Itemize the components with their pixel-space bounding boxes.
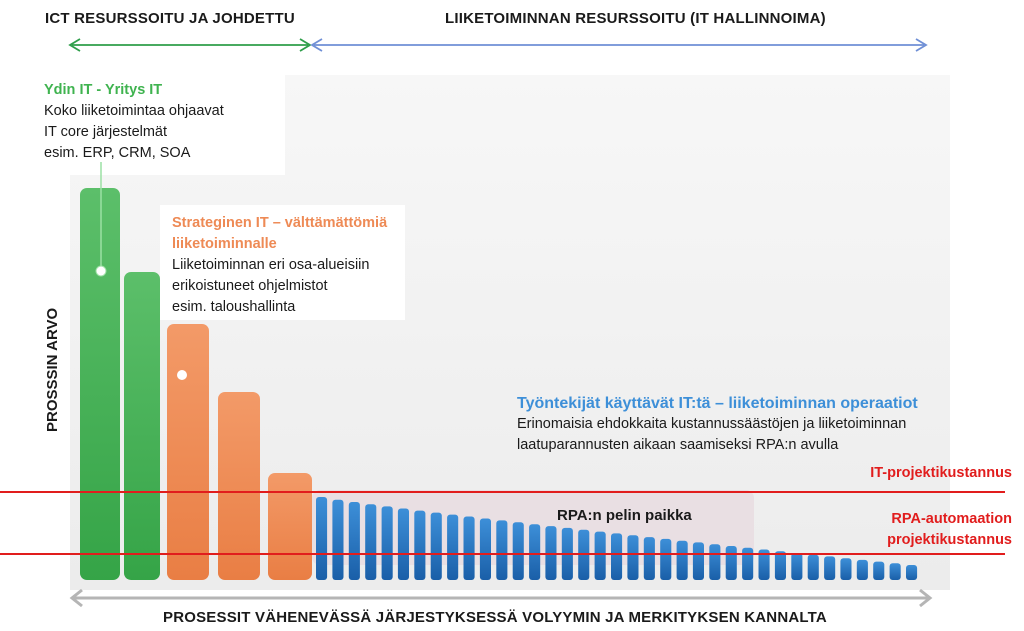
- operations-bar: [496, 520, 508, 580]
- operations-bar: [742, 547, 754, 580]
- operations-bar: [348, 502, 360, 580]
- rpa-cost-label-1: RPA-automaation: [891, 511, 1012, 527]
- rpa-cost-label: RPA-automaation projektikustannus: [887, 509, 1012, 551]
- strategic-bar-3: [268, 473, 312, 580]
- operations-title: Työntekijät käyttävät IT:tä – liiketoimi…: [517, 395, 918, 412]
- operations-bar: [627, 535, 639, 580]
- ict-arrow: [68, 38, 312, 52]
- operations-bar: [840, 558, 852, 580]
- operations-bar: [463, 516, 475, 580]
- core-it-line-1: Koko liiketoimintaa ohjaavat: [44, 103, 224, 119]
- operations-bar: [709, 544, 721, 580]
- strategic-it-title-1: Strateginen IT – välttämättömiä: [172, 215, 388, 231]
- operations-bar: [906, 565, 918, 580]
- operations-bar: [807, 554, 819, 580]
- operations-bar: [397, 508, 409, 580]
- rpa-cost-label-2: projektikustannus: [887, 532, 1012, 548]
- business-arrow: [310, 38, 928, 52]
- operations-bar: [430, 512, 442, 580]
- operations-bar: [758, 549, 770, 580]
- core-it-line-3: esim. ERP, CRM, SOA: [44, 145, 191, 161]
- operations-bar: [725, 546, 737, 580]
- operations-bar: [791, 553, 803, 580]
- operations-bar: [774, 551, 786, 580]
- header-right: LIIKETOIMINNAN RESURSSOITU (IT HALLINNOI…: [445, 10, 826, 27]
- operations-line-1: Erinomaisia ehdokkaita kustannussäästöje…: [517, 416, 907, 432]
- core-it-block: Ydin IT - Yritys IT Koko liiketoimintaa …: [44, 80, 224, 164]
- operations-line-2: laatuparannusten aikaan saamiseksi RPA:n…: [517, 437, 839, 453]
- x-axis-arrow: [69, 588, 933, 608]
- operations-bar: [447, 514, 459, 580]
- operations-bar: [512, 522, 524, 580]
- header-left: ICT RESURSSOITU JA JOHDETTU: [45, 10, 295, 27]
- operations-bar: [660, 538, 672, 580]
- operations-bar: [873, 561, 885, 580]
- strategic-it-line-3: esim. taloushallinta: [172, 299, 296, 315]
- rpa-zone-label: RPA:n pelin paikka: [557, 507, 692, 524]
- operations-bar: [479, 518, 491, 580]
- operations-bars: [316, 497, 918, 580]
- x-axis-label: PROSESSIT VÄHENEVÄSSÄ JÄRJESTYKSESSÄ VOL…: [163, 609, 827, 626]
- operations-bar: [692, 542, 704, 580]
- core-it-line-2: IT core järjestelmät: [44, 124, 168, 140]
- core-text-panel: [30, 75, 285, 175]
- y-axis-label: PROSSSIN ARVO: [44, 307, 61, 432]
- operations-bar: [643, 537, 655, 580]
- strategic-bar-1: [167, 324, 209, 580]
- strategic-it-line-1: Liiketoiminnan eri osa-alueisiin: [172, 257, 370, 273]
- operations-bar: [414, 510, 426, 580]
- it-cost-label: IT-projektikustannus: [870, 465, 1012, 481]
- strategic-connector-dot: [177, 370, 187, 380]
- operations-bar: [381, 506, 393, 580]
- strategic-it-line-2: erikoistuneet ohjelmistot: [172, 278, 328, 294]
- operations-bar: [529, 524, 541, 580]
- operations-bar: [856, 559, 868, 580]
- core-bar-2: [124, 272, 160, 580]
- operations-bar: [824, 556, 836, 580]
- operations-bar: [332, 499, 344, 580]
- operations-bar: [594, 531, 606, 580]
- strategic-text-panel: [160, 205, 405, 320]
- strategic-it-block: Strateginen IT – välttämättömiä liiketoi…: [172, 213, 387, 318]
- operations-bar: [316, 497, 328, 580]
- core-bar-1: [80, 188, 120, 580]
- operations-bar: [889, 563, 901, 580]
- core-it-title: Ydin IT - Yritys IT: [44, 82, 163, 98]
- operations-bar: [611, 533, 623, 580]
- operations-bar: [365, 504, 377, 580]
- strategic-bar-2: [218, 392, 260, 580]
- operations-bar: [676, 540, 688, 580]
- core-connector-dot: [95, 265, 107, 277]
- strategic-it-title-2: liiketoiminnalle: [172, 236, 277, 252]
- operations-block: Työntekijät käyttävät IT:tä – liiketoimi…: [517, 393, 918, 456]
